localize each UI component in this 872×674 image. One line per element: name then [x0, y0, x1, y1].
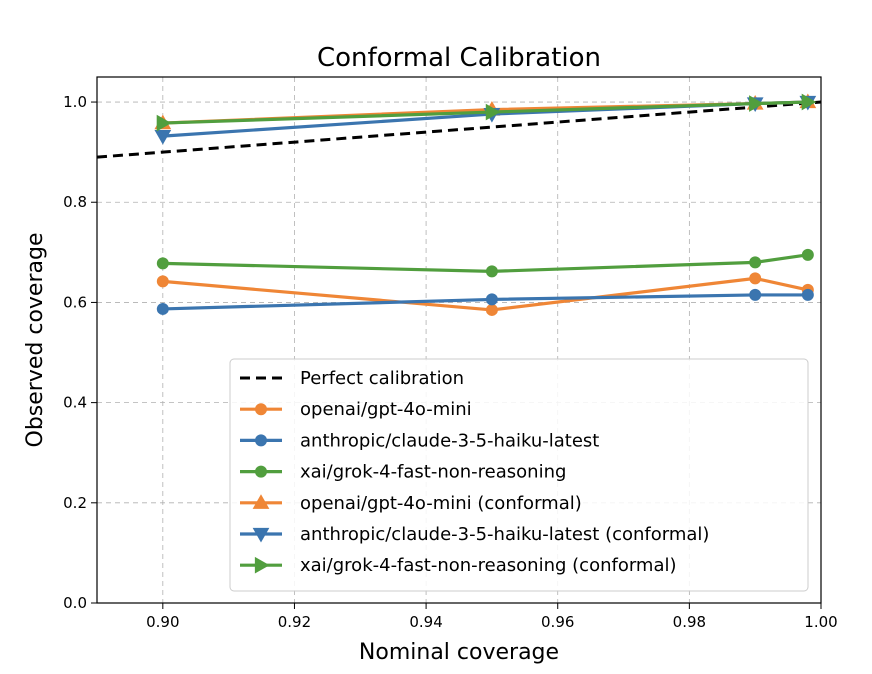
series-6	[156, 93, 817, 132]
legend-label: xai/grok-4-fast-non-reasoning (conformal…	[300, 555, 677, 576]
x-tick-label: 0.98	[673, 613, 706, 631]
data-point	[749, 95, 764, 112]
data-point	[485, 293, 498, 306]
axis-ticks: 0.90 0.92 0.94 0.96 0.98 1.00 0.0 0.2 0.4 0.6 0.8 1…	[63, 93, 838, 631]
y-tick-label: 0.8	[63, 193, 87, 211]
data-point	[801, 288, 814, 301]
data-point	[156, 257, 169, 270]
x-tick-label: 0.94	[409, 613, 442, 631]
data-point	[749, 256, 762, 269]
y-tick-label: 0.0	[63, 594, 87, 612]
plot-frame	[96, 76, 822, 604]
x-tick-label: 0.92	[278, 613, 311, 631]
y-tick-label: 1.0	[63, 93, 87, 111]
data-point	[749, 288, 762, 301]
y-tick-label: 0.6	[63, 293, 87, 311]
legend-label: anthropic/claude-3-5-haiku-latest (confo…	[300, 524, 709, 545]
legend-item: openai/gpt-4o-mini (conformal)	[240, 493, 582, 514]
series-line	[162, 293, 808, 311]
legend-marker	[255, 403, 267, 416]
reference-line	[96, 100, 822, 159]
data-point	[749, 272, 762, 285]
legend-label: xai/grok-4-fast-non-reasoning	[300, 462, 566, 483]
series-group	[154, 93, 817, 316]
legend-label: Perfect calibration	[300, 368, 464, 389]
legend-item: anthropic/claude-3-5-haiku-latest (confo…	[240, 524, 709, 545]
legend-item: openai/gpt-4o-mini	[240, 399, 472, 420]
legend-item: Perfect calibration	[240, 368, 464, 389]
legend-item: anthropic/claude-3-5-haiku-latest	[240, 430, 599, 451]
series-line	[162, 253, 809, 273]
legend-label: openai/gpt-4o-mini	[300, 399, 472, 420]
data-point	[801, 248, 814, 261]
legend-label: openai/gpt-4o-mini (conformal)	[300, 493, 582, 514]
y-tick-label: 0.2	[63, 494, 87, 512]
series-line	[162, 100, 808, 125]
data-point	[156, 275, 169, 288]
x-tick-label: 0.90	[146, 613, 179, 631]
legend: Perfect calibration openai/gpt-4o-mini ant…	[229, 358, 809, 592]
x-tick-label: 0.96	[541, 613, 574, 631]
legend-marker	[252, 494, 270, 509]
legend-item: xai/grok-4-fast-non-reasoning	[240, 462, 566, 483]
x-tick-label: 1.00	[804, 613, 837, 631]
chart-title: Conformal Calibration	[317, 43, 601, 73]
legend-marker	[255, 465, 267, 478]
reference-line-group	[96, 100, 822, 159]
data-point	[154, 129, 172, 145]
data-point	[485, 265, 498, 278]
legend-label: anthropic/claude-3-5-haiku-latest	[300, 430, 599, 451]
legend-item: xai/grok-4-fast-non-reasoning (conformal…	[240, 555, 677, 576]
series-3	[156, 248, 814, 278]
y-tick-label: 0.4	[63, 394, 87, 412]
data-point	[801, 93, 817, 111]
y-axis-label: Observed coverage	[23, 233, 48, 448]
series-line	[162, 276, 809, 312]
data-point	[485, 303, 498, 316]
x-axis-label: Nominal coverage	[359, 640, 559, 665]
series-2	[156, 288, 814, 315]
legend-marker	[255, 434, 267, 447]
data-point	[156, 114, 172, 132]
data-point	[156, 302, 169, 315]
legend-box	[229, 358, 809, 592]
legend-marker	[254, 556, 270, 574]
legend-marker	[252, 527, 270, 543]
data-point	[485, 103, 501, 121]
